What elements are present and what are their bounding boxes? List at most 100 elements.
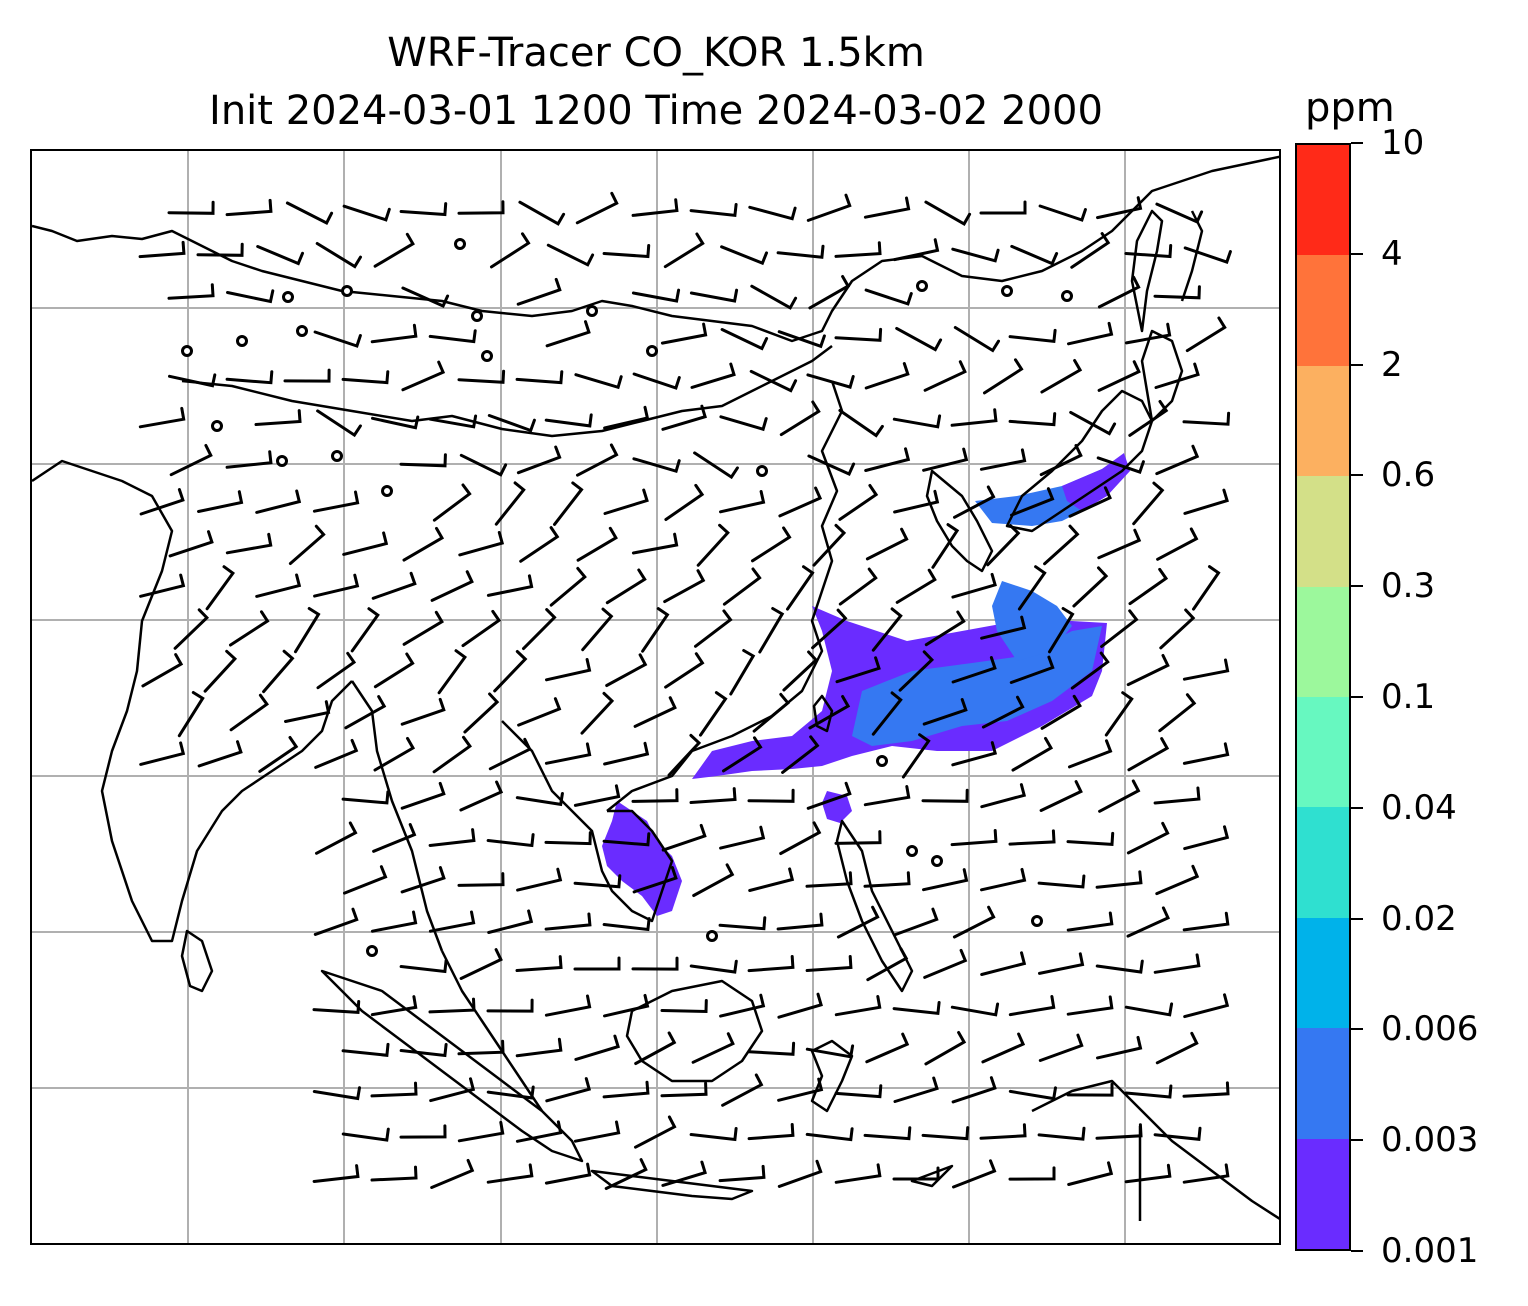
wind-barb (256, 245, 304, 266)
wind-barb (805, 955, 853, 972)
wind-barb (486, 1163, 534, 1184)
wind-barb (719, 993, 766, 1018)
calm-wind-marker (282, 291, 294, 303)
wind-barb (1068, 739, 1113, 769)
wind-barb (1183, 246, 1232, 265)
wind-barb (203, 649, 238, 693)
wind-barb (1182, 742, 1230, 765)
wind-barb (1182, 911, 1230, 932)
colorbar-tick-mark (1351, 1250, 1363, 1252)
calm-wind-marker (931, 855, 943, 867)
wind-barb (459, 780, 504, 812)
wind-barb (205, 565, 235, 611)
wind-barb (747, 1123, 795, 1141)
wind-barb (921, 788, 969, 803)
wind-barb (1067, 1161, 1114, 1186)
wind-barb (1068, 486, 1112, 518)
wind-barb (516, 867, 563, 892)
wind-barb (1038, 952, 1085, 975)
wind-barb (603, 405, 650, 430)
wind-barb (487, 414, 536, 433)
wind-barb (1008, 328, 1057, 344)
wind-barb (722, 567, 762, 606)
wind-barb (1155, 202, 1204, 224)
wind-barb (138, 406, 186, 429)
wind-barb (401, 286, 450, 308)
wind-barb (923, 948, 968, 979)
wind-barb (399, 1124, 447, 1139)
wind-barb (458, 531, 505, 557)
wind-barb (689, 1127, 738, 1142)
wind-barb (1095, 959, 1144, 974)
wind-barb (545, 1077, 592, 1103)
calm-wind-marker (341, 285, 353, 297)
wind-barb (602, 832, 651, 847)
plume-japan-sea (992, 581, 1072, 661)
coastline-myanmar (350, 680, 444, 952)
border-china-mongolia (181, 345, 833, 438)
wind-barb (922, 447, 969, 472)
wind-barb (1069, 410, 1117, 436)
wind-barb (661, 823, 707, 852)
colorbar-tick-label: 0.04 (1381, 787, 1457, 828)
calm-wind-marker (471, 310, 483, 322)
wind-barb (399, 202, 448, 217)
wind-barb (437, 649, 467, 695)
wind-barb (631, 198, 679, 217)
wind-barb (341, 1127, 390, 1142)
colorbar-tick-mark (1351, 806, 1363, 809)
wind-barb (895, 568, 937, 604)
wind-barb (226, 289, 275, 304)
wind-barb (459, 453, 508, 477)
colorbar-tick-mark (1351, 252, 1363, 255)
wind-barb (776, 912, 824, 931)
colorbar-segment (1297, 144, 1349, 256)
wind-barb (139, 488, 185, 516)
wind-barb (1066, 911, 1114, 932)
wind-barb (1182, 1163, 1230, 1184)
wind-barb (315, 242, 362, 269)
wind-barb (634, 1115, 677, 1149)
wind-barb (1072, 566, 1109, 608)
wind-barb (428, 414, 478, 429)
wind-barb (1155, 864, 1200, 896)
coastline-indochina (501, 720, 674, 923)
coastline-korea (925, 469, 994, 573)
wind-barb (315, 821, 358, 855)
calm-wind-marker (211, 420, 223, 432)
wind-barb (225, 198, 273, 217)
calm-wind-marker (1061, 290, 1073, 302)
wind-barb (1124, 322, 1172, 345)
colorbar-tick-label: 0.006 (1381, 1009, 1479, 1050)
wind-barb (782, 650, 819, 692)
wind-barb (1132, 481, 1165, 526)
wind-barb (1008, 412, 1057, 427)
wind-barb (225, 370, 274, 385)
wind-barb (1066, 1082, 1114, 1097)
wind-barb (516, 277, 562, 306)
wind-barb (951, 1076, 997, 1104)
wind-barb (1098, 779, 1141, 813)
wind-barb (284, 700, 331, 723)
wind-barb (370, 910, 418, 933)
wind-barb (838, 567, 878, 606)
wind-barb (699, 691, 728, 737)
wind-barb (519, 526, 560, 563)
calm-wind-marker (481, 350, 493, 362)
wind-barb (751, 526, 792, 563)
wind-barb (1155, 1031, 1199, 1065)
coastline-java (590, 1169, 754, 1201)
wind-barb (1037, 1126, 1086, 1141)
coastline-sakhalin (1130, 209, 1164, 333)
wind-barb (634, 1031, 677, 1065)
wind-barb (838, 409, 884, 438)
wind-barb (865, 1032, 910, 1064)
wind-barb (866, 947, 909, 982)
wind-barb (370, 1165, 418, 1182)
wind-barb (1039, 780, 1083, 812)
wind-barb (605, 568, 647, 605)
wind-barb (952, 1159, 997, 1189)
map-canvas (32, 151, 1279, 1243)
colorbar-tick-mark (1351, 696, 1363, 698)
wind-barb (517, 697, 562, 727)
